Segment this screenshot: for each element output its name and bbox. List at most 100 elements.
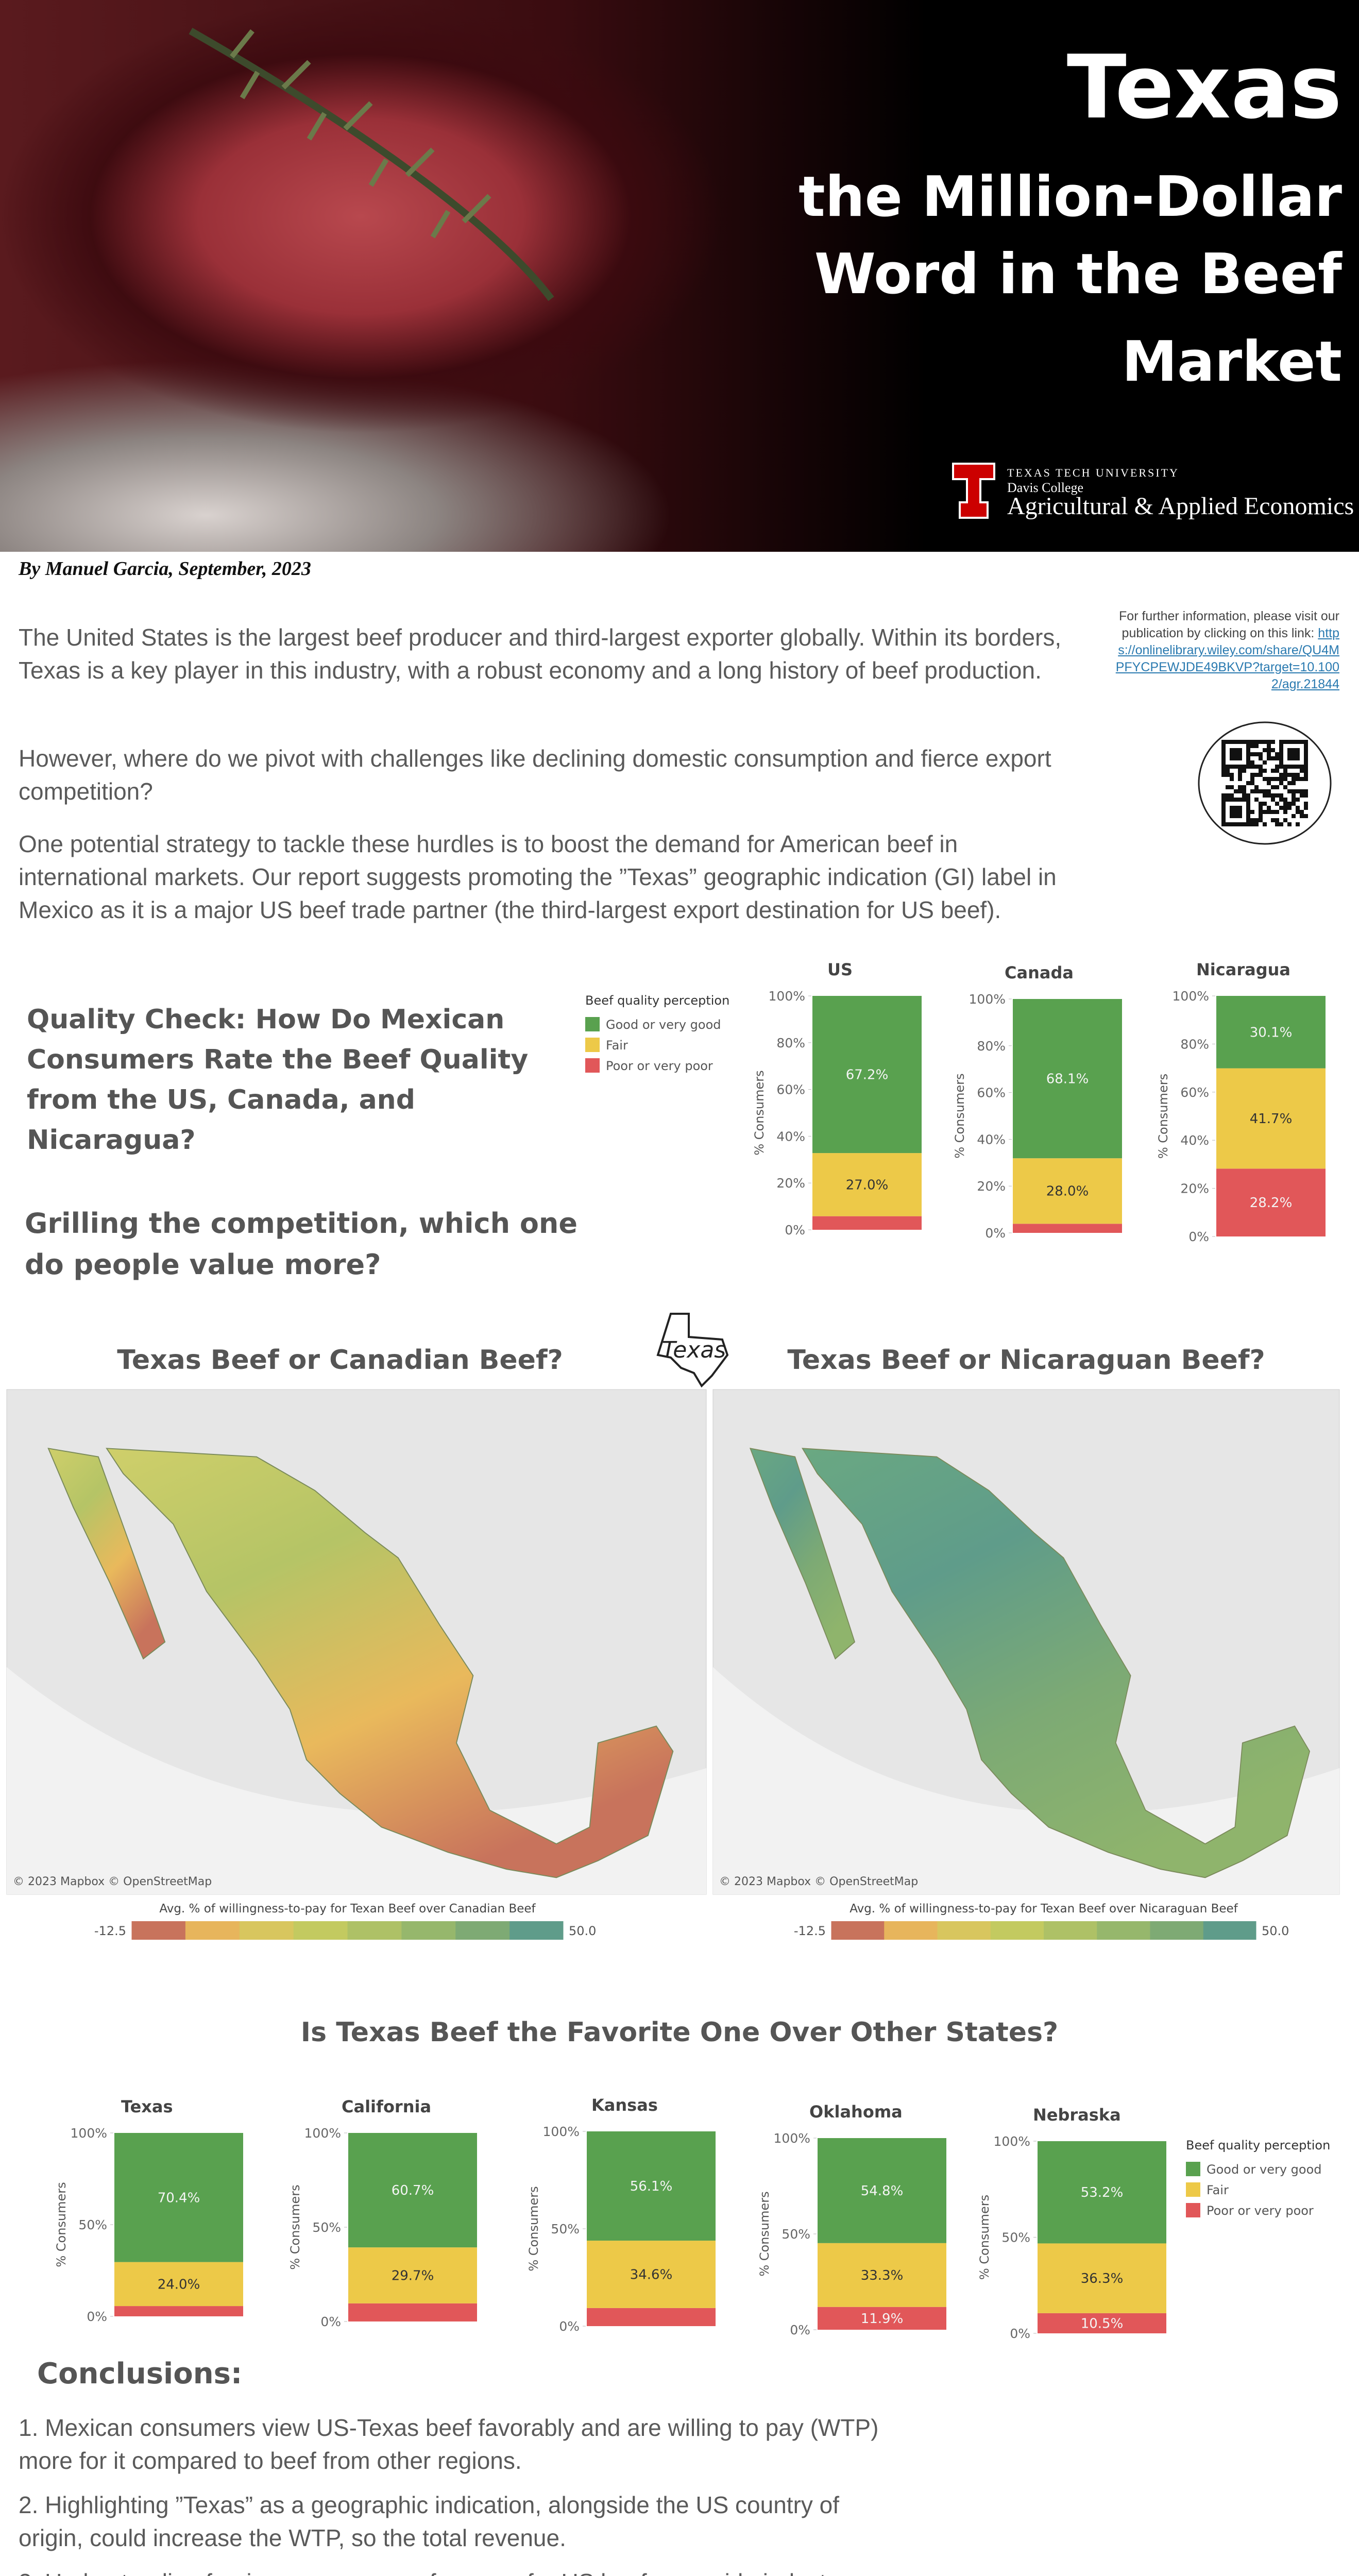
- qr-cell: [1226, 822, 1230, 826]
- qr-cell: [1287, 765, 1292, 769]
- value-label: 33.3%: [861, 2268, 904, 2283]
- qr-cell: [1242, 740, 1246, 744]
- subtitle-line: Word in the Beef: [814, 242, 1342, 307]
- chart-title: California: [342, 2097, 431, 2116]
- subtitle-line: the Million-Dollar: [799, 165, 1342, 229]
- bar-segment: [812, 1216, 922, 1230]
- y-tick-label: 0%: [320, 2314, 341, 2329]
- qr-cell: [1296, 789, 1300, 793]
- qr-cell: [1230, 798, 1234, 802]
- byline: By Manuel Garcia, September, 2023: [19, 558, 311, 580]
- legend-step: [131, 1921, 186, 1940]
- value-label: 68.1%: [1046, 1072, 1089, 1087]
- qr-cell: [1300, 814, 1304, 818]
- qr-cell: [1279, 744, 1283, 748]
- section-heading: Grilling the competition, which one do p…: [25, 1207, 577, 1281]
- qr-cell: [1250, 773, 1254, 777]
- qr-cell: [1230, 793, 1234, 798]
- publication-link[interactable]: https://onlinelibrary.wiley.com/share/QU…: [1115, 626, 1339, 691]
- qr-cell: [1238, 822, 1242, 826]
- qr-cell: [1287, 748, 1292, 752]
- qr-cell: [1234, 748, 1238, 752]
- qr-cell: [1283, 806, 1287, 810]
- chart-title: US: [827, 960, 853, 979]
- legend-step: [293, 1921, 348, 1940]
- legend-step: [990, 1921, 1044, 1940]
- qr-cell: [1304, 777, 1308, 781]
- qr-cell: [1234, 740, 1238, 744]
- qr-cell: [1304, 765, 1308, 769]
- qr-cell: [1238, 814, 1242, 818]
- qr-cell: [1304, 744, 1308, 748]
- qr-cell: [1263, 760, 1267, 765]
- qr-cell: [1296, 810, 1300, 814]
- legend-swatch: [1186, 2182, 1200, 2197]
- y-axis-label: % Consumers: [1156, 1074, 1170, 1159]
- qr-cell: [1292, 756, 1296, 760]
- legend-step: [239, 1921, 294, 1940]
- legend-swatch: [585, 1017, 600, 1031]
- qr-cell: [1254, 818, 1259, 822]
- y-tick-label: 100%: [774, 2131, 810, 2146]
- legend-step: [937, 1921, 991, 1940]
- qr-cell: [1296, 752, 1300, 756]
- qr-cell: [1259, 818, 1263, 822]
- mexico-mainland: [802, 1448, 1311, 1878]
- qr-cell: [1287, 756, 1292, 760]
- qr-cell: [1230, 752, 1234, 756]
- legend-step: [185, 1921, 240, 1940]
- qr-cell: [1238, 769, 1242, 773]
- y-tick-label: 80%: [977, 1039, 1006, 1054]
- qr-cell: [1275, 777, 1279, 781]
- qr-cell: [1221, 822, 1226, 826]
- legend-swatch: [585, 1058, 600, 1073]
- qr-cell: [1300, 793, 1304, 798]
- qr-cell: [1238, 777, 1242, 781]
- qr-cell: [1275, 793, 1279, 798]
- qr-cell: [1246, 752, 1250, 756]
- y-tick-label: 50%: [1001, 2230, 1030, 2245]
- qr-cell: [1263, 793, 1267, 798]
- qr-cell: [1279, 777, 1283, 781]
- qr-cell: [1292, 765, 1296, 769]
- qr-cell: [1296, 806, 1300, 810]
- qr-cell: [1267, 806, 1271, 810]
- value-label: 27.0%: [846, 1177, 889, 1193]
- conclusion: 1. Mexican consumers view US-Texas beef …: [19, 2414, 879, 2474]
- bar-segment: [818, 2307, 946, 2330]
- qr-cell: [1263, 769, 1267, 773]
- chart-title: Kansas: [591, 2095, 658, 2115]
- qr-cell: [1254, 822, 1259, 826]
- value-label: 56.1%: [630, 2179, 673, 2194]
- qr-cell: [1238, 773, 1242, 777]
- mexico-baja: [47, 1448, 166, 1660]
- qr-cell: [1287, 802, 1292, 806]
- qr-cell: [1238, 752, 1242, 756]
- qr-cell: [1221, 798, 1226, 802]
- value-label: 11.9%: [861, 2311, 904, 2327]
- qr-cell: [1275, 752, 1279, 756]
- qr-cell: [1275, 785, 1279, 789]
- qr-cell: [1238, 789, 1242, 793]
- value-label: 67.2%: [846, 1067, 889, 1083]
- qr-cell: [1287, 773, 1292, 777]
- qr-cell: [1250, 740, 1254, 744]
- bar-segment: [1038, 2313, 1166, 2333]
- qr-cell: [1226, 740, 1230, 744]
- y-tick-label: 50%: [551, 2222, 580, 2236]
- qr-cell: [1246, 765, 1250, 769]
- bar-segment: [587, 2241, 716, 2308]
- y-axis-label: % Consumers: [288, 2184, 302, 2269]
- qr-cell: [1296, 773, 1300, 777]
- qr-cell: [1226, 785, 1230, 789]
- map-water: [713, 1667, 1339, 1894]
- qr-cell: [1267, 810, 1271, 814]
- qr-cell: [1221, 806, 1226, 810]
- qr-cell: [1230, 756, 1234, 760]
- qr-cell: [1275, 818, 1279, 822]
- value-label: 28.0%: [1046, 1184, 1089, 1199]
- bar-segment: [1216, 1168, 1326, 1236]
- legend-label: Poor or very poor: [1207, 2204, 1314, 2218]
- bar-segment: [1013, 1224, 1122, 1233]
- qr-cell: [1254, 785, 1259, 789]
